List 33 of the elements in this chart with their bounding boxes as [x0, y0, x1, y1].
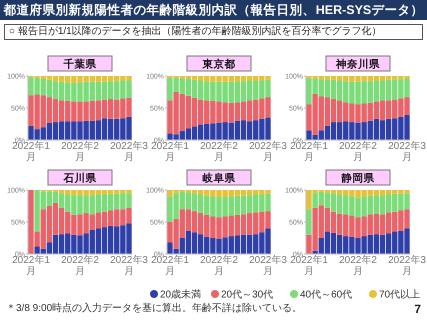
x-tick-label: 2022年2月: [60, 255, 100, 277]
x-tick-label: 2022年1月: [289, 141, 329, 163]
x-tick-label: 2022年1月: [150, 141, 190, 163]
chart-title: 岐阜県: [202, 172, 236, 184]
x-tick-label: 2022年1月: [11, 255, 51, 277]
legend-label: 20歳未満: [160, 288, 202, 300]
x-tick-label: 2022年2月: [199, 141, 239, 163]
chart-title: 静岡県: [340, 172, 376, 184]
x-tick-label: 2022年2月: [60, 141, 100, 163]
chart-title: 石川県: [62, 172, 98, 184]
x-tick-label: 2022年2月: [338, 255, 378, 277]
x-tick-label: 2022年3月: [248, 255, 288, 277]
x-tick-label: 2022年3月: [248, 141, 288, 163]
x-tick-label: 2022年1月: [289, 255, 329, 277]
text: ○ 報告日が1/1以降のデータを抽出（陽性者の年齢階級別内訳を百分率でグラフ化）: [4, 24, 423, 40]
x-tick-label: 2022年1月: [11, 141, 51, 163]
text: 7: [414, 302, 421, 316]
legend-label: 40代～60代: [300, 290, 352, 300]
chart-title: 東京都: [202, 58, 236, 70]
legend-label: 70代以上: [379, 288, 420, 300]
x-tick-label: 2022年3月: [109, 255, 149, 277]
text: ＊3/8 9:00時点の入力データを基に算出。年齢不詳は除いている。: [6, 302, 302, 315]
x-tick-label: 2022年3月: [387, 255, 427, 277]
x-tick-label: 2022年2月: [338, 141, 378, 163]
text: 都道府県別新規陽性者の年齢階級別内訳（報告日別、HER-SYSデータ）: [0, 0, 427, 20]
x-tick-label: 2022年3月: [109, 141, 149, 163]
x-tick-label: 2022年3月: [387, 141, 427, 163]
chart-title: 千葉県: [62, 58, 98, 70]
legend-label: 20代～30代: [221, 290, 274, 300]
x-tick-label: 2022年2月: [199, 255, 239, 277]
bar: [306, 209, 312, 235]
chart-title: 神奈川県: [335, 58, 381, 70]
x-tick-label: 2022年1月: [150, 255, 190, 277]
